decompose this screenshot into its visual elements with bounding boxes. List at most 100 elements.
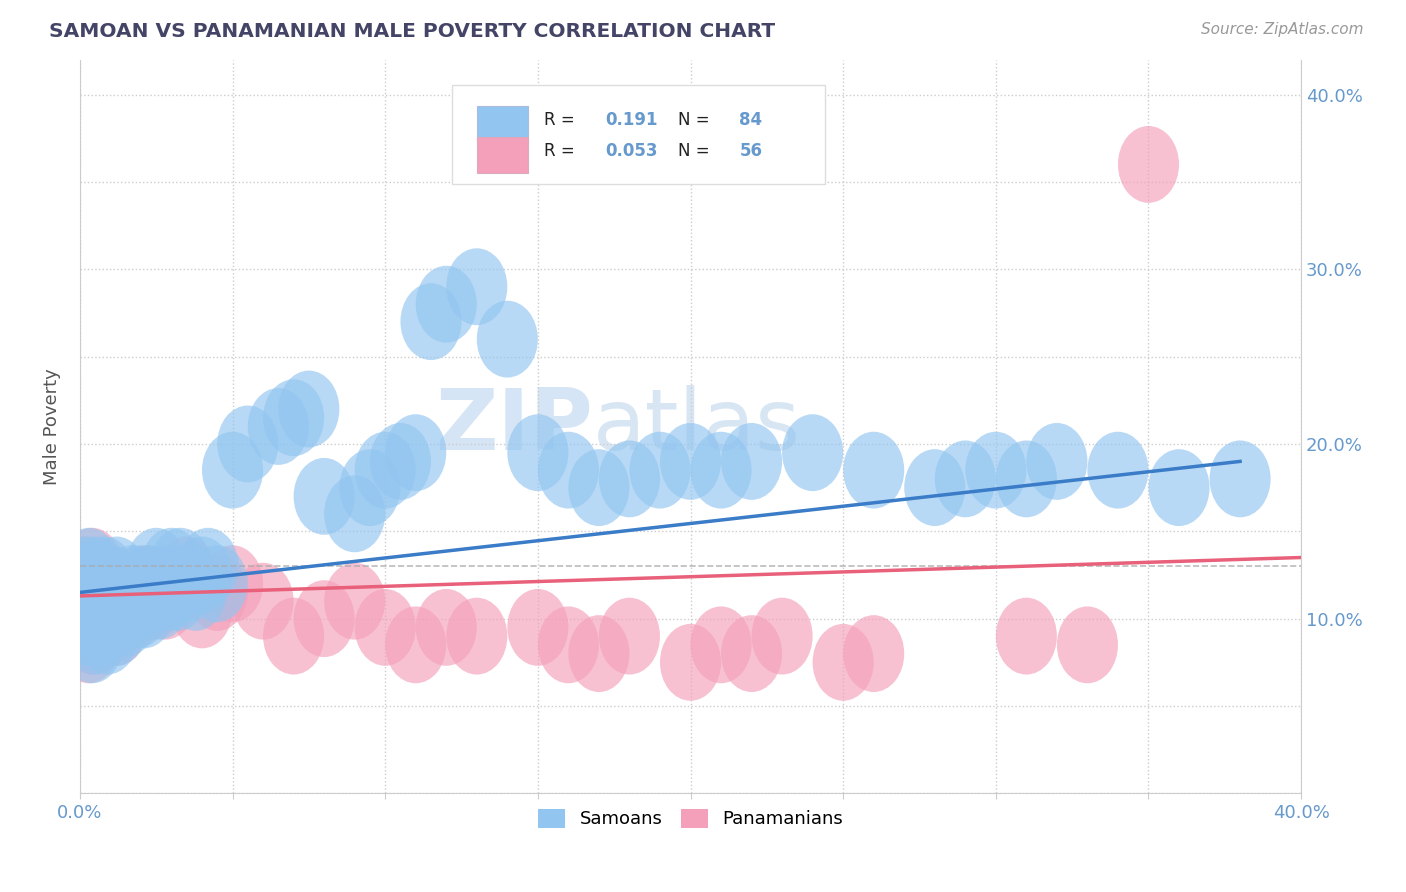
Ellipse shape: [114, 572, 174, 648]
Ellipse shape: [98, 554, 159, 631]
Ellipse shape: [77, 554, 138, 631]
Ellipse shape: [148, 554, 208, 631]
Ellipse shape: [385, 607, 446, 683]
Ellipse shape: [77, 598, 138, 674]
Ellipse shape: [166, 554, 226, 631]
Ellipse shape: [690, 607, 752, 683]
Ellipse shape: [904, 450, 966, 526]
Text: 84: 84: [740, 111, 762, 128]
Ellipse shape: [294, 458, 354, 535]
Ellipse shape: [96, 580, 156, 657]
Ellipse shape: [80, 545, 141, 622]
Ellipse shape: [416, 266, 477, 343]
Ellipse shape: [89, 563, 150, 640]
Ellipse shape: [599, 441, 659, 517]
Ellipse shape: [91, 554, 153, 631]
Ellipse shape: [135, 545, 195, 622]
Ellipse shape: [177, 528, 239, 605]
Ellipse shape: [55, 563, 117, 640]
Ellipse shape: [104, 554, 166, 631]
Ellipse shape: [568, 450, 630, 526]
Ellipse shape: [111, 545, 172, 622]
Ellipse shape: [117, 554, 177, 631]
Ellipse shape: [125, 528, 187, 605]
Ellipse shape: [150, 528, 211, 605]
Ellipse shape: [107, 572, 169, 648]
Ellipse shape: [156, 536, 218, 614]
Ellipse shape: [62, 598, 122, 674]
Ellipse shape: [416, 589, 477, 665]
Ellipse shape: [446, 598, 508, 674]
Ellipse shape: [67, 545, 129, 622]
Text: Source: ZipAtlas.com: Source: ZipAtlas.com: [1201, 22, 1364, 37]
FancyBboxPatch shape: [453, 86, 825, 185]
Text: N =: N =: [678, 143, 710, 161]
Ellipse shape: [172, 536, 232, 614]
Text: atlas: atlas: [593, 385, 801, 468]
FancyBboxPatch shape: [477, 106, 529, 142]
Ellipse shape: [599, 598, 659, 674]
Ellipse shape: [232, 563, 294, 640]
Text: SAMOAN VS PANAMANIAN MALE POVERTY CORRELATION CHART: SAMOAN VS PANAMANIAN MALE POVERTY CORREL…: [49, 22, 775, 41]
Ellipse shape: [218, 406, 278, 483]
Ellipse shape: [104, 572, 166, 648]
Ellipse shape: [659, 624, 721, 701]
Ellipse shape: [73, 580, 135, 657]
Ellipse shape: [132, 554, 193, 631]
Ellipse shape: [1057, 607, 1118, 683]
Ellipse shape: [508, 414, 568, 491]
Ellipse shape: [995, 441, 1057, 517]
Ellipse shape: [263, 598, 325, 674]
Ellipse shape: [65, 545, 125, 622]
Ellipse shape: [325, 475, 385, 552]
Ellipse shape: [844, 432, 904, 508]
Ellipse shape: [721, 615, 782, 692]
Ellipse shape: [325, 563, 385, 640]
Ellipse shape: [187, 554, 247, 631]
Ellipse shape: [354, 589, 416, 665]
Ellipse shape: [122, 554, 184, 631]
Ellipse shape: [172, 572, 232, 648]
Ellipse shape: [782, 414, 844, 491]
Legend: Samoans, Panamanians: Samoans, Panamanians: [531, 802, 851, 836]
Ellipse shape: [55, 536, 117, 614]
Ellipse shape: [401, 284, 461, 360]
Ellipse shape: [141, 545, 202, 622]
Ellipse shape: [80, 580, 141, 657]
Text: ZIP: ZIP: [434, 385, 593, 468]
Ellipse shape: [659, 423, 721, 500]
Ellipse shape: [86, 589, 148, 665]
Ellipse shape: [65, 580, 125, 657]
Ellipse shape: [966, 432, 1026, 508]
Ellipse shape: [98, 563, 159, 640]
Ellipse shape: [370, 423, 432, 500]
Ellipse shape: [107, 554, 169, 631]
Ellipse shape: [935, 441, 995, 517]
Ellipse shape: [65, 563, 125, 640]
Ellipse shape: [538, 607, 599, 683]
Ellipse shape: [354, 432, 416, 508]
Ellipse shape: [247, 388, 309, 465]
Ellipse shape: [1087, 432, 1149, 508]
Ellipse shape: [67, 589, 129, 665]
Ellipse shape: [263, 379, 325, 456]
Ellipse shape: [59, 554, 120, 631]
Ellipse shape: [187, 545, 247, 622]
Ellipse shape: [278, 370, 339, 448]
Ellipse shape: [721, 423, 782, 500]
Ellipse shape: [62, 554, 122, 631]
Ellipse shape: [96, 572, 156, 648]
Ellipse shape: [1149, 450, 1209, 526]
Ellipse shape: [52, 554, 114, 631]
Ellipse shape: [77, 589, 138, 665]
Ellipse shape: [83, 554, 143, 631]
Text: R =: R =: [544, 143, 575, 161]
Ellipse shape: [73, 536, 135, 614]
Ellipse shape: [1118, 126, 1180, 202]
Ellipse shape: [59, 528, 120, 605]
Ellipse shape: [59, 589, 120, 665]
Text: 56: 56: [740, 143, 762, 161]
Ellipse shape: [568, 615, 630, 692]
Ellipse shape: [52, 545, 114, 622]
Text: 0.053: 0.053: [605, 143, 658, 161]
